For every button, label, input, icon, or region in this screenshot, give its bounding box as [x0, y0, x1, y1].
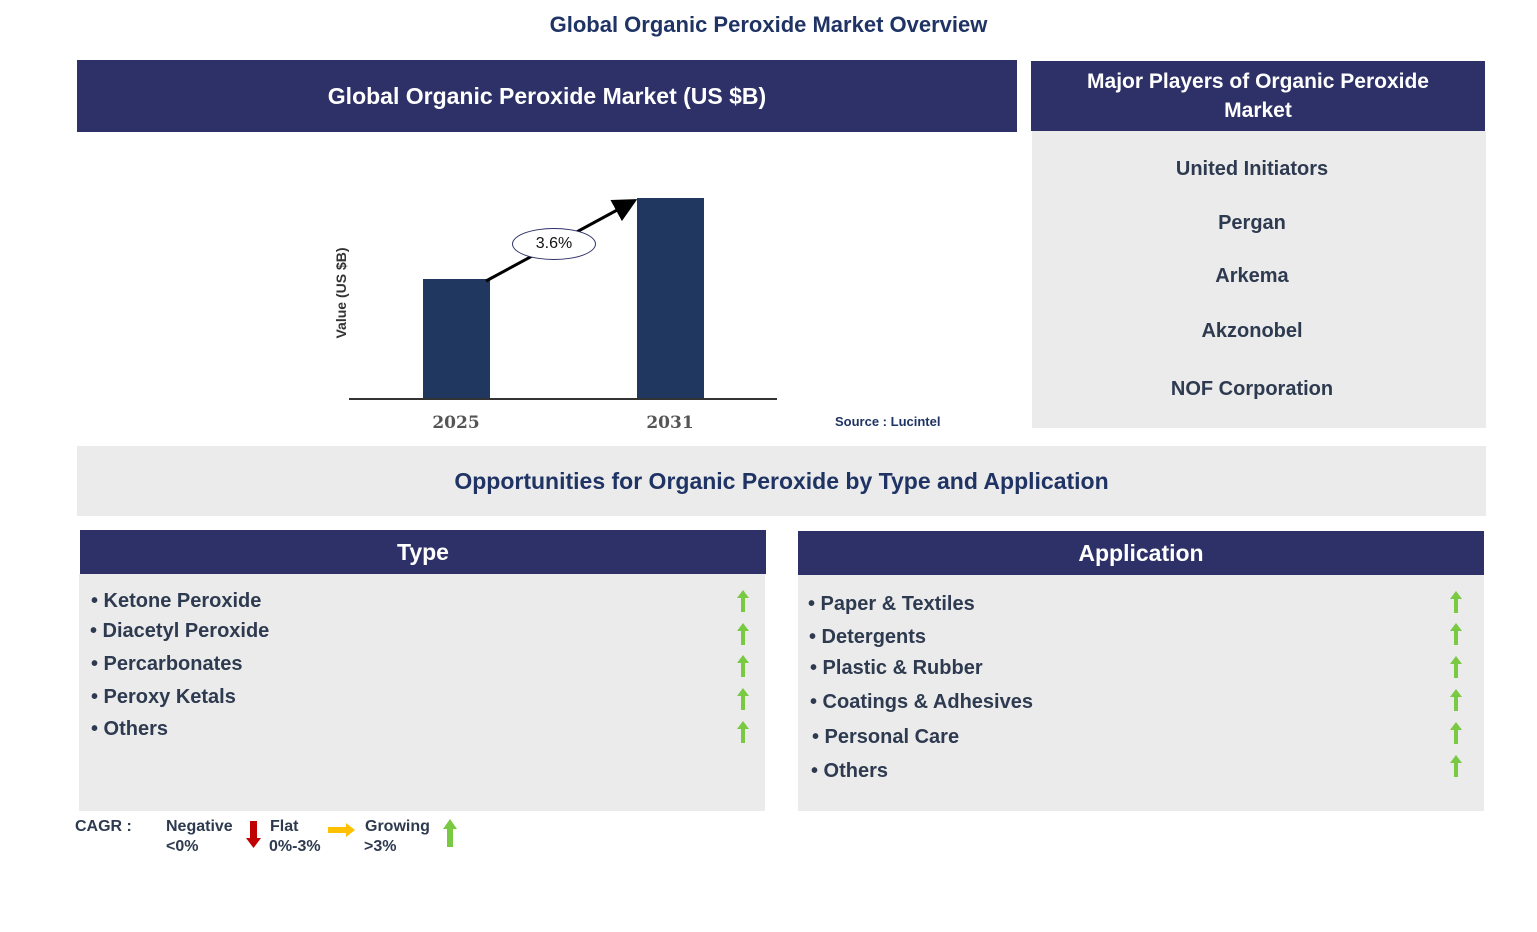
- application-item: • Others: [811, 760, 889, 782]
- up-arrow-icon: [443, 819, 457, 847]
- players-header: Major Players of Organic Peroxide Market: [1031, 61, 1485, 131]
- player-item: NOF Corporation: [1170, 378, 1334, 400]
- player-item: United Initiators: [1175, 158, 1329, 180]
- type-item: • Others: [91, 718, 169, 740]
- up-arrow-icon: [1450, 591, 1462, 613]
- application-item: • Personal Care: [812, 726, 960, 748]
- legend-flat-range: 0%-3%: [269, 838, 321, 855]
- legend-negative-name: Negative: [166, 818, 233, 835]
- up-arrow-icon: [737, 623, 749, 645]
- legend-growing-name: Growing: [365, 818, 430, 835]
- opportunities-title: Opportunities for Organic Peroxide by Ty…: [77, 446, 1486, 516]
- player-item: Pergan: [1218, 212, 1286, 234]
- type-item: • Diacetyl Peroxide: [90, 620, 270, 642]
- type-item: • Percarbonates: [91, 653, 243, 675]
- application-item: • Coatings & Adhesives: [810, 691, 1033, 713]
- chart-y-axis-label: Value (US $B): [333, 247, 349, 339]
- legend-negative-range: <0%: [166, 838, 199, 855]
- market-chart-header: Global Organic Peroxide Market (US $B): [77, 60, 1017, 132]
- up-arrow-icon: [1450, 623, 1462, 645]
- x-tick-2025: 2025: [432, 413, 480, 433]
- application-panel: • Paper & Textiles • Detergents • Plasti…: [798, 575, 1484, 811]
- up-arrow-icon: [737, 655, 749, 677]
- application-item: • Plastic & Rubber: [810, 657, 983, 679]
- up-arrow-icon: [1450, 656, 1462, 678]
- x-tick-2031: 2031: [646, 413, 694, 433]
- legend-growing-range: >3%: [364, 838, 397, 855]
- application-header: Application: [798, 531, 1484, 575]
- page-title: Global Organic Peroxide Market Overview: [549, 12, 988, 37]
- player-item: Akzonobel: [1201, 320, 1303, 342]
- type-item: • Peroxy Ketals: [91, 686, 236, 708]
- cagr-badge: 3.6%: [512, 228, 596, 260]
- bar-2025: [423, 279, 490, 399]
- up-arrow-icon: [737, 590, 749, 612]
- type-panel: • Ketone Peroxide • Diacetyl Peroxide • …: [79, 574, 765, 811]
- up-arrow-icon: [737, 688, 749, 710]
- application-item: • Paper & Textiles: [808, 593, 975, 615]
- bar-2031: [637, 198, 704, 399]
- up-arrow-icon: [1450, 722, 1462, 744]
- player-item: Arkema: [1215, 265, 1289, 287]
- legend-label: CAGR :: [75, 818, 132, 835]
- up-arrow-icon: [1450, 689, 1462, 711]
- legend-flat-name: Flat: [270, 818, 299, 835]
- up-arrow-icon: [737, 721, 749, 743]
- up-arrow-icon: [1450, 755, 1462, 777]
- source-label: Source : Lucintel: [835, 414, 941, 429]
- down-arrow-icon: [246, 821, 261, 848]
- type-item: • Ketone Peroxide: [91, 590, 262, 612]
- application-item: • Detergents: [809, 626, 927, 648]
- type-header: Type: [80, 530, 766, 574]
- players-panel: United Initiators Pergan Arkema Akzonobe…: [1032, 131, 1486, 428]
- chart-x-axis: [349, 398, 777, 400]
- right-arrow-icon: [328, 823, 355, 837]
